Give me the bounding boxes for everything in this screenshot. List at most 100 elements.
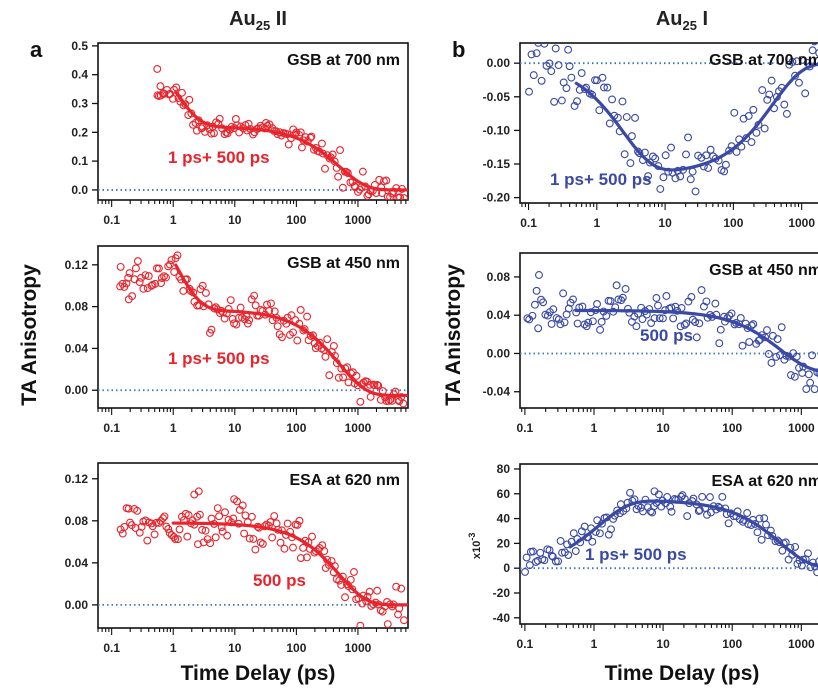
- data-point: [801, 89, 810, 98]
- y-tick-label: 0.08: [65, 514, 89, 528]
- data-point: [584, 318, 593, 327]
- chart-panel-a1: 0.0 0.1 0.2 0.3 0.4 0.5 0.1 1 10 100 1000 GSB at 70…: [71, 39, 409, 227]
- data-point: [788, 58, 797, 66]
- data-point: [682, 150, 690, 159]
- data-point: [320, 547, 329, 556]
- data-point: [306, 133, 315, 142]
- data-point: [539, 298, 548, 307]
- data-point: [251, 301, 260, 310]
- data-point: [273, 322, 282, 331]
- data-point: [210, 129, 218, 138]
- x-tick-label: 0.1: [103, 641, 120, 655]
- data-point: [143, 536, 152, 545]
- data-point: [169, 532, 178, 541]
- data-point: [250, 291, 259, 300]
- data-point: [525, 561, 534, 570]
- data-point: [154, 264, 163, 273]
- data-point: [556, 320, 565, 329]
- data-point: [815, 557, 818, 566]
- data-point: [373, 586, 382, 595]
- data-point: [736, 314, 745, 322]
- data-point: [695, 506, 704, 515]
- data-point: [399, 399, 408, 408]
- data-point: [135, 278, 144, 286]
- data-point: [697, 286, 706, 295]
- column-title: Au25 II: [229, 8, 287, 33]
- data-point: [342, 168, 351, 176]
- data-point: [156, 82, 165, 91]
- data-point: [711, 299, 720, 308]
- data-point: [392, 582, 401, 591]
- data-point: [645, 158, 654, 167]
- data-point: [116, 262, 125, 271]
- x-tick-label: 1: [591, 421, 598, 435]
- data-point: [534, 324, 543, 333]
- y-tick-label: 0.00: [65, 598, 89, 612]
- data-point: [794, 78, 803, 87]
- data-point: [604, 530, 613, 539]
- data-point: [137, 273, 146, 282]
- data-point: [356, 621, 365, 628]
- data-point: [727, 309, 736, 318]
- data-point: [293, 521, 302, 529]
- data-point: [195, 510, 204, 519]
- data-point: [798, 368, 807, 377]
- x-tick-label: 10: [656, 637, 670, 651]
- data-point: [293, 336, 302, 345]
- data-point: [808, 351, 817, 360]
- data-point: [198, 525, 207, 534]
- data-point: [763, 326, 771, 335]
- data-point: [686, 175, 695, 184]
- data-point: [596, 325, 605, 334]
- y-tick-label: 0.1: [71, 154, 88, 168]
- data-point: [283, 519, 292, 528]
- data-point: [595, 529, 604, 538]
- y-tick-label: 0.12: [65, 258, 89, 272]
- data-point: [170, 85, 178, 94]
- data-point: [396, 193, 404, 200]
- panel-letter: a: [30, 37, 43, 62]
- data-point: [198, 281, 207, 290]
- data-point: [337, 581, 346, 589]
- x-tick-label: 0.1: [103, 213, 120, 227]
- data-point: [716, 325, 725, 334]
- data-point: [747, 138, 756, 147]
- data-point: [663, 493, 672, 501]
- plot-area: [520, 43, 818, 196]
- data-point: [175, 525, 184, 534]
- data-point: [171, 535, 180, 543]
- data-point: [207, 325, 216, 334]
- data-point: [692, 333, 701, 342]
- data-point: [802, 385, 811, 393]
- data-point: [760, 124, 769, 133]
- fit-annotation: 1 ps+ 500 ps: [168, 349, 270, 368]
- data-point: [160, 512, 169, 521]
- data-point: [547, 67, 556, 76]
- data-point: [133, 506, 142, 515]
- data-point: [808, 46, 817, 55]
- data-point: [763, 95, 772, 104]
- data-point: [194, 487, 203, 496]
- data-point: [376, 395, 385, 404]
- data-point: [165, 260, 174, 269]
- data-point: [651, 154, 660, 163]
- data-point: [656, 185, 665, 193]
- data-point: [540, 43, 549, 48]
- data-point: [527, 50, 536, 59]
- data-point: [289, 328, 298, 337]
- data-point: [321, 164, 329, 173]
- data-point: [765, 90, 774, 99]
- data-point: [536, 548, 545, 557]
- x-tick-label: 100: [286, 213, 306, 227]
- data-point: [620, 150, 629, 159]
- y-tick-label: 60: [497, 487, 511, 501]
- data-point: [607, 525, 615, 534]
- y-tick-label: 0.04: [487, 308, 511, 322]
- data-point: [162, 522, 171, 531]
- data-point: [797, 561, 806, 570]
- data-point: [778, 546, 787, 555]
- data-point: [743, 509, 752, 517]
- data-point: [147, 281, 156, 290]
